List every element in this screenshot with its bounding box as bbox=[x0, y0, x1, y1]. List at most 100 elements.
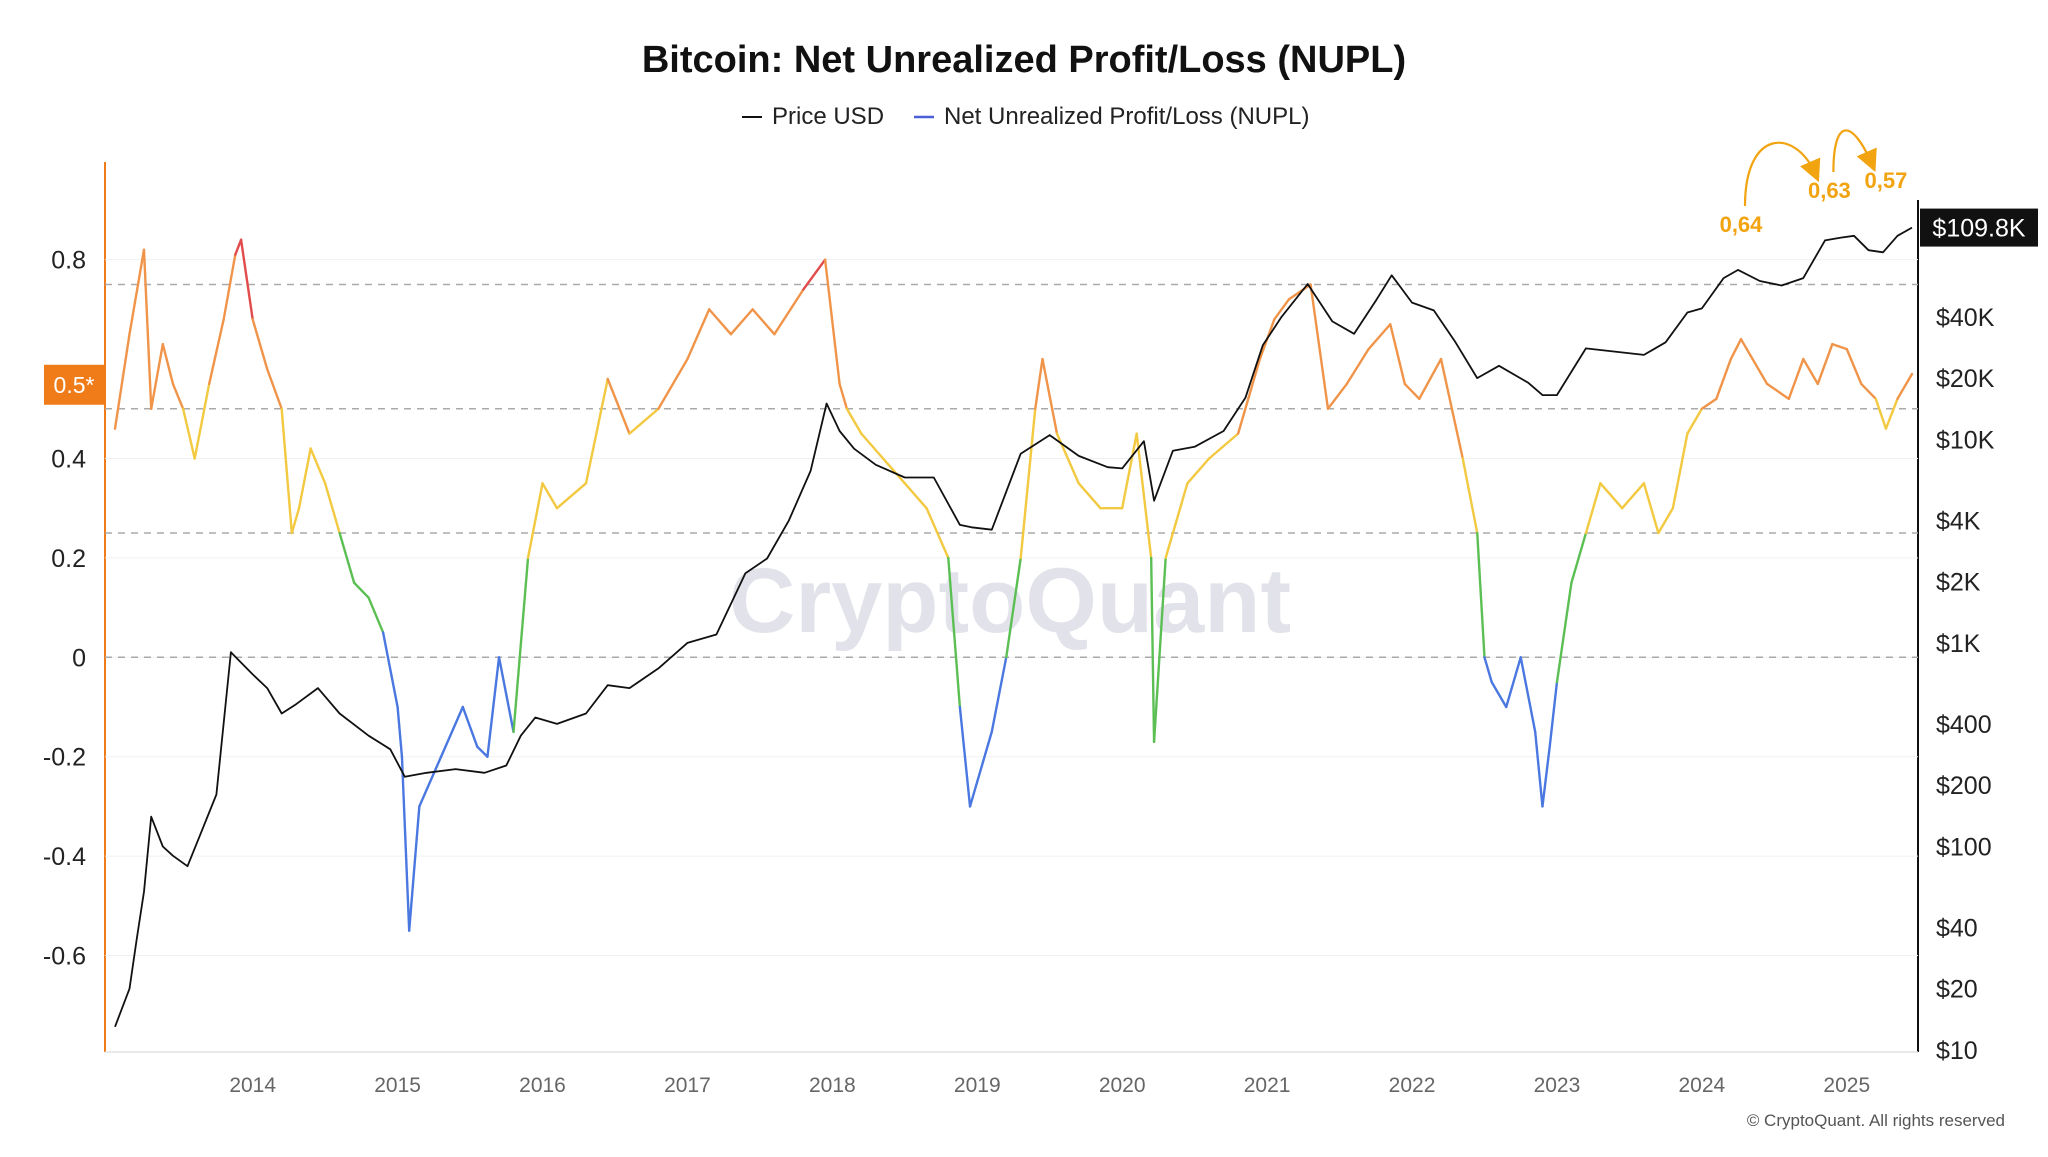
nupl-segment bbox=[628, 407, 660, 435]
nupl-segment bbox=[1831, 342, 1848, 351]
nupl-segment bbox=[1287, 283, 1312, 301]
y-right-tick-label: $100 bbox=[1936, 833, 1992, 861]
nupl-segment bbox=[1896, 372, 1914, 401]
y-left-tick-label: 0 bbox=[72, 644, 86, 672]
nupl-segment bbox=[1152, 556, 1167, 744]
nupl-segment bbox=[606, 377, 631, 435]
nupl-segment bbox=[526, 482, 544, 560]
nupl-threshold-marker: 0.5* bbox=[44, 364, 104, 405]
nupl-series bbox=[113, 238, 1914, 932]
y-right-tick-label: $10 bbox=[1936, 1037, 1978, 1065]
y-axis-right-ticks: $40K $20K $10K $4K $2K $1K $400 $200 $100 $40 $20 $… bbox=[1936, 304, 1995, 1065]
nupl-segment bbox=[1149, 556, 1156, 744]
nupl-segment bbox=[486, 656, 501, 758]
nupl-segment bbox=[729, 308, 754, 336]
nupl-segment bbox=[845, 407, 863, 435]
nupl-segment bbox=[1186, 457, 1211, 485]
nupl-segment bbox=[297, 447, 312, 510]
nupl-segment bbox=[171, 382, 185, 410]
nupl-segment bbox=[925, 506, 950, 560]
nupl-segment bbox=[1570, 531, 1588, 584]
x-tick-label: 2020 bbox=[1099, 1074, 1146, 1097]
nupl-segment bbox=[222, 253, 237, 321]
nupl-segment bbox=[1555, 581, 1573, 684]
nupl-segment bbox=[860, 432, 885, 460]
nupl-segment bbox=[323, 482, 341, 535]
nupl-segment bbox=[1534, 730, 1544, 808]
threshold-badge bbox=[44, 364, 104, 405]
nupl-segment bbox=[1802, 357, 1820, 386]
nupl-segment bbox=[1389, 323, 1406, 386]
nupl-segment bbox=[751, 308, 776, 336]
nupl-segment bbox=[1739, 337, 1754, 361]
nupl-segment bbox=[947, 556, 962, 709]
y-right-tick-label: $400 bbox=[1936, 711, 1992, 739]
nupl-segment bbox=[439, 705, 465, 758]
nupl-segment bbox=[1686, 407, 1704, 435]
nupl-segment bbox=[1751, 357, 1769, 386]
nupl-segment bbox=[657, 357, 689, 410]
nupl-segment bbox=[1787, 357, 1805, 401]
nupl-segment bbox=[1642, 482, 1660, 535]
x-tick-label: 2019 bbox=[954, 1074, 1001, 1097]
nupl-segment bbox=[497, 656, 515, 734]
nupl-segment bbox=[584, 377, 609, 485]
nupl-segment bbox=[968, 780, 979, 808]
x-axis-ticks: 2014 2015 2016 2017 2018 2019 2020 2021 2022 2023… bbox=[229, 1074, 1870, 1097]
nupl-segment bbox=[1019, 407, 1037, 560]
y-axis-left-ticks: 0.8 0.4 0.2 0 -0.2 -0.4 -0.6 bbox=[43, 247, 86, 971]
nupl-segment bbox=[1729, 337, 1743, 361]
nupl-segment bbox=[1845, 347, 1863, 386]
x-tick-label: 2016 bbox=[519, 1074, 566, 1097]
nupl-segment bbox=[958, 705, 972, 808]
x-tick-label: 2025 bbox=[1823, 1074, 1870, 1097]
nupl-segment bbox=[1135, 432, 1153, 560]
nupl-segment bbox=[1476, 531, 1486, 659]
y-right-tick-label: $1K bbox=[1936, 630, 1981, 658]
nupl-segment bbox=[161, 342, 175, 386]
nupl-segment bbox=[193, 382, 211, 460]
nupl-segment bbox=[418, 755, 443, 808]
nupl-segment bbox=[239, 238, 254, 321]
price-line bbox=[114, 226, 1913, 1028]
y-right-tick-label: $10K bbox=[1936, 426, 1995, 454]
nupl-segment bbox=[265, 367, 283, 410]
nupl-segment bbox=[838, 382, 849, 410]
threshold-badge-label: 0.5* bbox=[54, 372, 95, 398]
nupl-segment bbox=[1418, 357, 1443, 401]
nupl-segment bbox=[476, 745, 489, 758]
reference-lines bbox=[105, 283, 1918, 659]
nupl-segment bbox=[150, 342, 165, 410]
nupl-segment bbox=[1599, 482, 1624, 510]
nupl-segment bbox=[400, 755, 411, 932]
nupl-segment bbox=[407, 805, 421, 932]
nupl-segment bbox=[802, 258, 827, 291]
nupl-segment bbox=[1164, 482, 1189, 560]
x-tick-label: 2017 bbox=[664, 1074, 711, 1097]
nupl-segment bbox=[1403, 382, 1421, 401]
y-right-tick-label: $2K bbox=[1936, 569, 1981, 597]
y-left-tick-label: -0.2 bbox=[43, 744, 86, 772]
current-price-badge: $109.8K bbox=[1920, 208, 2038, 247]
current-price-badge-bg bbox=[1920, 208, 2038, 247]
nupl-segment bbox=[1309, 283, 1330, 410]
nupl-segment bbox=[823, 258, 841, 386]
x-tick-label: 2022 bbox=[1389, 1074, 1436, 1097]
nupl-segment bbox=[461, 705, 479, 748]
copyright: © CryptoQuant. All rights reserved bbox=[1747, 1111, 2005, 1130]
nupl-segment bbox=[707, 308, 733, 336]
nupl-segment bbox=[1207, 432, 1240, 460]
y-left-tick-label: 0.2 bbox=[51, 545, 86, 573]
x-tick-label: 2023 bbox=[1534, 1074, 1581, 1097]
current-price-badge-label: $109.8K bbox=[1932, 215, 2025, 243]
nupl-segment bbox=[1884, 397, 1899, 430]
nupl-segment bbox=[1005, 556, 1022, 659]
nupl-segment bbox=[338, 531, 356, 584]
legend-label-price: Price USD bbox=[772, 103, 884, 130]
nupl-segment bbox=[903, 482, 928, 510]
nupl-segment bbox=[309, 447, 327, 485]
y-right-tick-label: $40K bbox=[1936, 304, 1995, 332]
nupl-segment bbox=[1620, 482, 1646, 510]
price-series bbox=[114, 226, 1913, 1028]
nupl-segment bbox=[686, 308, 711, 361]
